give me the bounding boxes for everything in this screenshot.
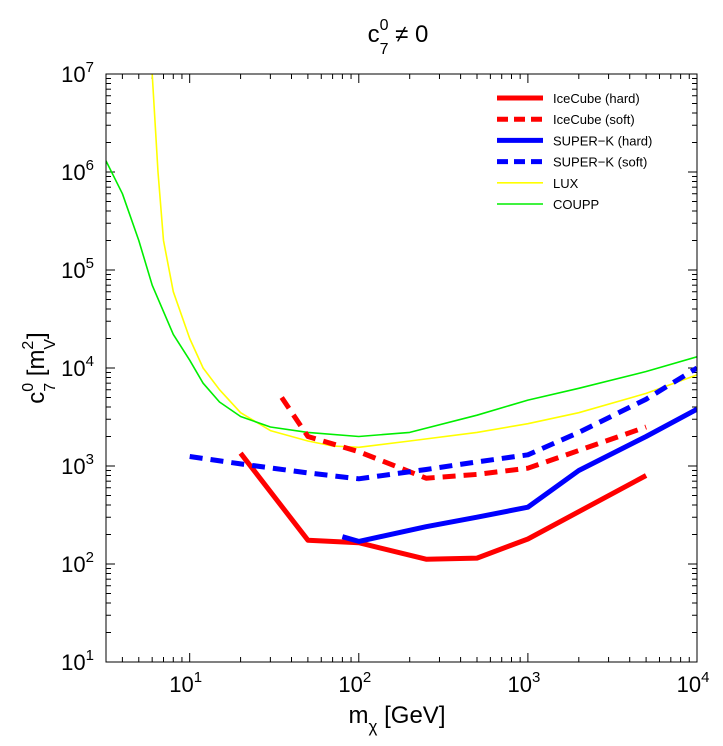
legend-label: LUX bbox=[553, 176, 579, 191]
ylabel-subscript-2: V bbox=[42, 339, 59, 350]
ylabel-end: ] bbox=[23, 332, 50, 339]
x-axis-title-text: mχ [GeV] bbox=[349, 702, 446, 736]
y-tick-label-exponent: 2 bbox=[86, 549, 94, 566]
y-tick-label: 102 bbox=[61, 549, 94, 577]
y-tick-label-base: 10 bbox=[61, 552, 85, 577]
y-tick-label: 106 bbox=[61, 157, 94, 185]
legend-label: COUPP bbox=[553, 197, 599, 212]
y-tick-label-base: 10 bbox=[61, 356, 85, 381]
x-tick-label-exponent: 1 bbox=[194, 669, 202, 686]
series-line-icecube-hard bbox=[238, 451, 648, 562]
x-tick-label: 102 bbox=[338, 669, 371, 697]
y-tick-label-exponent: 5 bbox=[86, 255, 94, 272]
x-axis-title: mχ [GeV] bbox=[349, 702, 446, 736]
y-tick-label-base: 10 bbox=[61, 62, 85, 87]
chart-title: c0 7 ≠ 0 bbox=[368, 17, 429, 58]
series-line-icecube-soft bbox=[279, 396, 647, 481]
series-line-lux bbox=[151, 74, 697, 449]
x-tick-label-base: 10 bbox=[338, 672, 362, 697]
title-rest: ≠ 0 bbox=[388, 21, 428, 48]
y-tick-label-exponent: 6 bbox=[86, 157, 94, 174]
y-tick-label: 105 bbox=[61, 255, 94, 283]
plot-area bbox=[106, 74, 697, 662]
y-tick-label-base: 10 bbox=[61, 160, 85, 185]
legend-label: IceCube (hard) bbox=[553, 91, 640, 106]
title-subscript: 7 bbox=[380, 41, 389, 58]
y-tick-label-exponent: 4 bbox=[86, 353, 94, 370]
legend-label: SUPER−K (soft) bbox=[553, 155, 647, 170]
y-tick-label: 104 bbox=[61, 353, 94, 381]
xlabel-base: m bbox=[349, 702, 369, 729]
x-tick-label: 103 bbox=[507, 669, 540, 697]
y-tick-label-base: 10 bbox=[61, 454, 85, 479]
ylabel-subscript: 7 bbox=[42, 383, 59, 392]
ylabel-superscript: 0 bbox=[20, 383, 37, 392]
x-tick-label: 104 bbox=[677, 669, 710, 697]
x-tick-label-exponent: 4 bbox=[701, 669, 709, 686]
title-superscript: 0 bbox=[380, 17, 389, 34]
xlabel-subscript: χ bbox=[369, 717, 378, 736]
ylabel-base: c bbox=[23, 392, 50, 404]
y-tick-label-base: 10 bbox=[61, 650, 85, 675]
y-axis-title-text: c0 7 [m2 V] bbox=[20, 332, 59, 403]
data-series bbox=[106, 74, 697, 562]
plot-border bbox=[105, 73, 698, 663]
xlabel-rest: [GeV] bbox=[377, 702, 445, 729]
y-tick-label: 101 bbox=[61, 647, 94, 675]
y-tick-label-exponent: 1 bbox=[86, 647, 94, 664]
y-tick-label: 103 bbox=[61, 451, 94, 479]
y-tick-label-base: 10 bbox=[61, 258, 85, 283]
x-tick-label-base: 10 bbox=[677, 672, 701, 697]
y-tick-label-exponent: 7 bbox=[86, 59, 94, 76]
legend-label: IceCube (soft) bbox=[553, 112, 635, 127]
x-tick-label-base: 10 bbox=[507, 672, 531, 697]
x-tick-label-exponent: 3 bbox=[532, 669, 540, 686]
x-tick-label: 101 bbox=[169, 669, 202, 697]
title-base: c bbox=[368, 21, 380, 48]
legend-label: SUPER−K (hard) bbox=[553, 133, 652, 148]
series-line-super-k-soft bbox=[189, 365, 697, 482]
y-tick-label-exponent: 3 bbox=[86, 451, 94, 468]
y-tick-label: 107 bbox=[61, 59, 94, 87]
series-line-coupp bbox=[106, 160, 697, 438]
ylabel-superscript-2: 2 bbox=[20, 341, 37, 350]
x-tick-label-exponent: 2 bbox=[363, 669, 371, 686]
x-tick-label-base: 10 bbox=[169, 672, 193, 697]
legend: IceCube (hard) IceCube (soft) SUPER−K (har… bbox=[497, 91, 652, 212]
ylabel-mid: [m bbox=[23, 350, 50, 383]
series-line-super-k-hard bbox=[341, 406, 697, 544]
y-axis-title: c0 7 [m2 V] bbox=[20, 332, 59, 403]
chart-title-text: c0 7 ≠ 0 bbox=[368, 17, 429, 58]
